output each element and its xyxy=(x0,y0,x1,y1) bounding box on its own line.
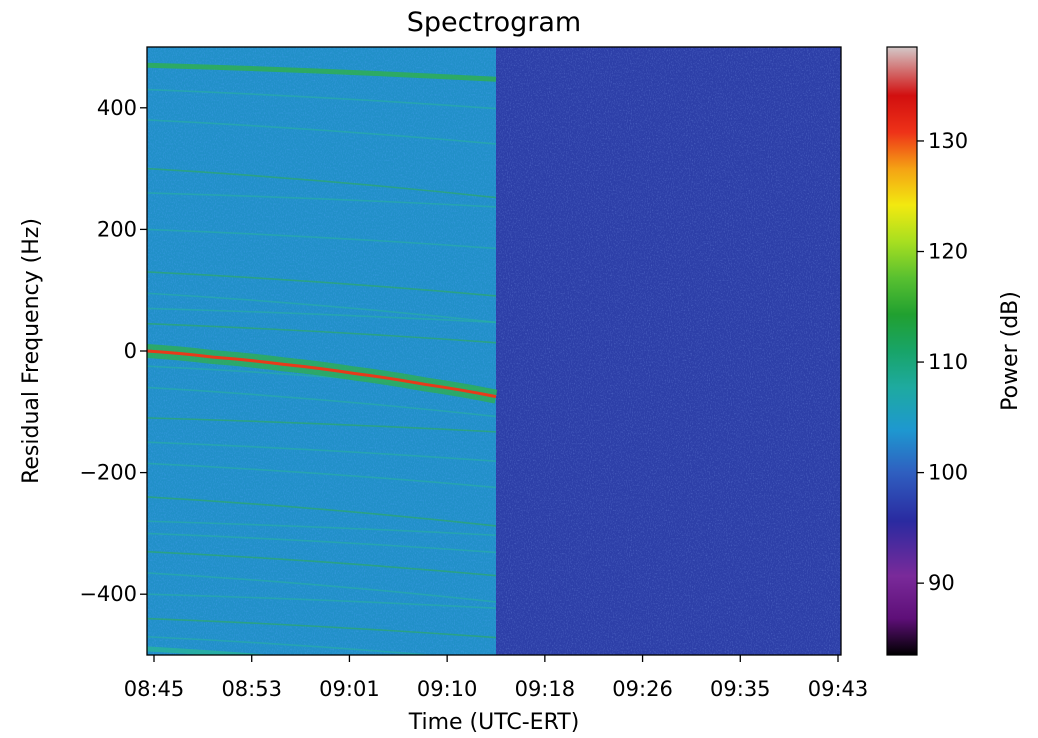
colorbar-label: Power (dB) xyxy=(998,291,1023,411)
harmonic-line xyxy=(147,192,497,208)
harmonic-line xyxy=(147,88,497,110)
x-tick-label: 08:53 xyxy=(221,677,282,701)
harmonic-line xyxy=(147,593,497,609)
carrier-line xyxy=(147,349,497,399)
y-tick-label: 0 xyxy=(124,339,137,363)
harmonic-line xyxy=(147,167,497,199)
colorbar-ticks: 90 100 110 120 130 xyxy=(917,129,968,595)
x-tick-label: 09:01 xyxy=(319,677,380,701)
colorbar xyxy=(886,46,918,656)
colorbar-tick-label: 130 xyxy=(928,129,968,153)
harmonic-line xyxy=(147,386,497,418)
harmonic-line xyxy=(147,572,497,603)
x-axis-ticks: 08:45 08:53 09:01 09:10 09:18 09:26 09:35 09:43 xyxy=(124,655,869,701)
harmonic-line xyxy=(147,441,497,462)
noise-texture-off xyxy=(496,47,841,655)
harmonic-line xyxy=(147,635,439,655)
harmonic-line xyxy=(147,322,497,344)
spectral-lines xyxy=(147,62,497,655)
harmonic-line xyxy=(147,550,497,577)
harmonic-line xyxy=(147,520,497,537)
x-tick-label: 09:10 xyxy=(417,677,478,701)
harmonic-line xyxy=(147,307,497,324)
harmonic-line xyxy=(147,228,497,250)
harmonic-line xyxy=(147,62,497,82)
harmonic-line xyxy=(147,617,497,639)
y-tick-label: 200 xyxy=(97,217,137,241)
x-tick-label: 09:43 xyxy=(808,677,869,701)
harmonic-line xyxy=(147,496,497,527)
y-tick-label: 400 xyxy=(97,96,137,120)
chart-title: Spectrogram xyxy=(407,7,581,38)
harmonic-line xyxy=(147,119,497,145)
harmonic-line xyxy=(147,271,497,297)
x-tick-label: 09:26 xyxy=(612,677,673,701)
harmonic-line xyxy=(147,417,497,433)
x-tick-label: 09:35 xyxy=(710,677,771,701)
x-tick-label: 08:45 xyxy=(124,677,185,701)
harmonic-line xyxy=(147,292,497,324)
x-axis-label: Time (UTC-ERT) xyxy=(408,710,580,735)
colorbar-tick-label: 90 xyxy=(928,571,955,595)
harmonic-line xyxy=(147,532,497,554)
plot-area xyxy=(147,47,841,655)
colorbar-tick-label: 120 xyxy=(928,240,968,264)
y-axis-label: Residual Frequency (Hz) xyxy=(19,218,44,484)
y-tick-label: −400 xyxy=(79,582,137,606)
colorbar-tick-label: 100 xyxy=(928,461,968,485)
harmonic-line xyxy=(147,462,497,489)
colorbar-tick-label: 110 xyxy=(928,350,968,374)
x-tick-label: 09:18 xyxy=(515,677,576,701)
y-axis-ticks: −400 −200 0 200 400 xyxy=(79,96,147,606)
y-tick-label: −200 xyxy=(79,461,137,485)
harmonic-line xyxy=(147,646,275,655)
